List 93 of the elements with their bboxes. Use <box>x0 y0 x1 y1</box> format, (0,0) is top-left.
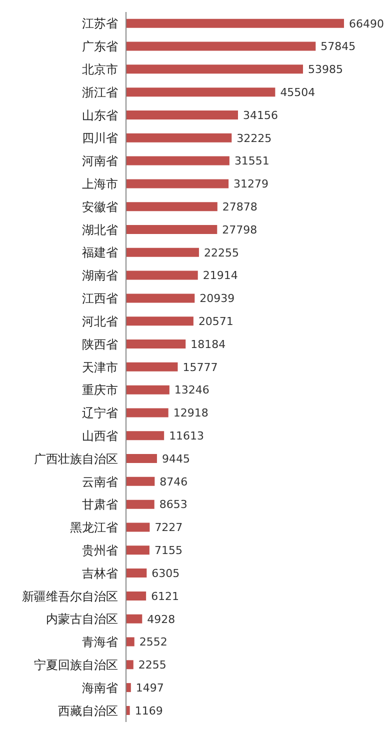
y-tick-label: 辽宁省 <box>82 406 118 420</box>
data-label: 6305 <box>152 566 180 580</box>
data-label: 6121 <box>151 590 180 603</box>
y-tick-label: 西藏自治区 <box>58 704 118 718</box>
data-label: 9445 <box>162 452 190 466</box>
y-tick-label: 浙江省 <box>82 85 118 100</box>
bar <box>126 706 130 715</box>
data-label: 27798 <box>222 223 258 236</box>
data-label: 15777 <box>182 360 218 374</box>
bar <box>126 294 195 303</box>
y-tick-label: 陕西省 <box>82 337 118 352</box>
y-tick-label: 上海市 <box>82 177 118 192</box>
bar <box>126 476 155 486</box>
y-tick-label: 天津市 <box>82 360 118 374</box>
bar <box>126 614 142 624</box>
data-label: 27878 <box>222 200 258 214</box>
y-tick-label: 北京市 <box>82 62 118 77</box>
data-label: 4928 <box>147 612 176 626</box>
bar <box>126 156 230 166</box>
y-tick-label: 河南省 <box>82 154 118 168</box>
y-tick-label: 江苏省 <box>82 16 118 31</box>
data-label: 31279 <box>234 178 269 191</box>
data-label: 8746 <box>160 475 188 488</box>
data-label: 22255 <box>204 246 239 260</box>
y-tick-label: 海南省 <box>82 680 118 695</box>
y-tick-label: 江西省 <box>82 292 118 306</box>
bar <box>126 500 154 509</box>
y-tick-label: 湖南省 <box>82 268 118 283</box>
y-tick-label: 黑龙江省 <box>70 520 118 535</box>
y-tick-label: 重庆市 <box>82 383 118 398</box>
bar <box>126 270 198 280</box>
y-tick-label: 青海省 <box>82 635 118 650</box>
data-label: 31551 <box>234 154 270 168</box>
data-label: 18184 <box>190 338 226 351</box>
y-tick-label: 四川省 <box>82 131 118 146</box>
data-label: 34156 <box>242 108 278 122</box>
y-tick-label: 吉林省 <box>82 566 118 580</box>
y-tick-label: 福建省 <box>82 246 118 260</box>
y-tick-label: 宁夏回族自治区 <box>34 658 118 672</box>
y-tick-label: 山西省 <box>82 428 118 443</box>
bar <box>126 683 131 692</box>
data-label: 2552 <box>139 636 168 649</box>
data-label: 11613 <box>169 430 204 443</box>
bar <box>126 133 232 142</box>
data-label: 1497 <box>136 681 164 694</box>
y-tick-label: 贵州省 <box>82 543 118 558</box>
data-label: 13246 <box>174 384 210 397</box>
bar <box>126 64 303 74</box>
data-label: 7227 <box>154 521 183 534</box>
y-tick-label: 河北省 <box>82 314 118 328</box>
y-tick-label: 广东省 <box>82 40 118 54</box>
data-label: 53985 <box>308 63 343 76</box>
bar <box>126 110 238 120</box>
data-label: 8653 <box>159 498 188 512</box>
bar <box>126 248 199 257</box>
bar <box>126 637 134 646</box>
y-tick-label: 广西壮族自治区 <box>34 452 118 466</box>
data-label: 32225 <box>236 132 272 145</box>
bar <box>126 202 218 212</box>
data-label: 12918 <box>173 406 208 420</box>
data-label: 7155 <box>154 544 182 558</box>
bar <box>126 225 218 234</box>
bar <box>126 362 178 372</box>
bar <box>126 568 147 578</box>
data-label: 66490 <box>349 17 384 30</box>
y-tick-label: 湖北省 <box>82 222 118 237</box>
data-label: 45504 <box>280 86 316 99</box>
y-tick-label: 山东省 <box>82 108 118 122</box>
bar <box>126 18 344 28</box>
bar <box>126 42 316 51</box>
y-tick-label: 甘肃省 <box>82 498 118 512</box>
data-label: 20939 <box>200 292 235 306</box>
bar <box>126 660 134 670</box>
y-tick-label: 云南省 <box>82 474 118 489</box>
data-label: 57845 <box>320 40 356 54</box>
data-label: 21914 <box>202 269 238 282</box>
bar <box>126 522 150 532</box>
bar <box>126 179 229 188</box>
y-tick-label: 安徽省 <box>82 200 118 214</box>
bar <box>126 454 157 464</box>
y-tick-label: 内蒙古自治区 <box>46 612 118 626</box>
bar <box>126 385 170 394</box>
bar <box>126 591 146 600</box>
bar <box>126 546 150 555</box>
data-label: 20571 <box>198 315 234 328</box>
data-label: 1169 <box>134 704 163 718</box>
data-label: 2255 <box>138 658 166 672</box>
bar <box>126 431 164 440</box>
bar <box>126 408 168 418</box>
bar <box>126 88 276 97</box>
bar <box>126 340 186 349</box>
y-tick-label: 新疆维吾尔自治区 <box>22 589 118 604</box>
bar <box>126 316 194 326</box>
